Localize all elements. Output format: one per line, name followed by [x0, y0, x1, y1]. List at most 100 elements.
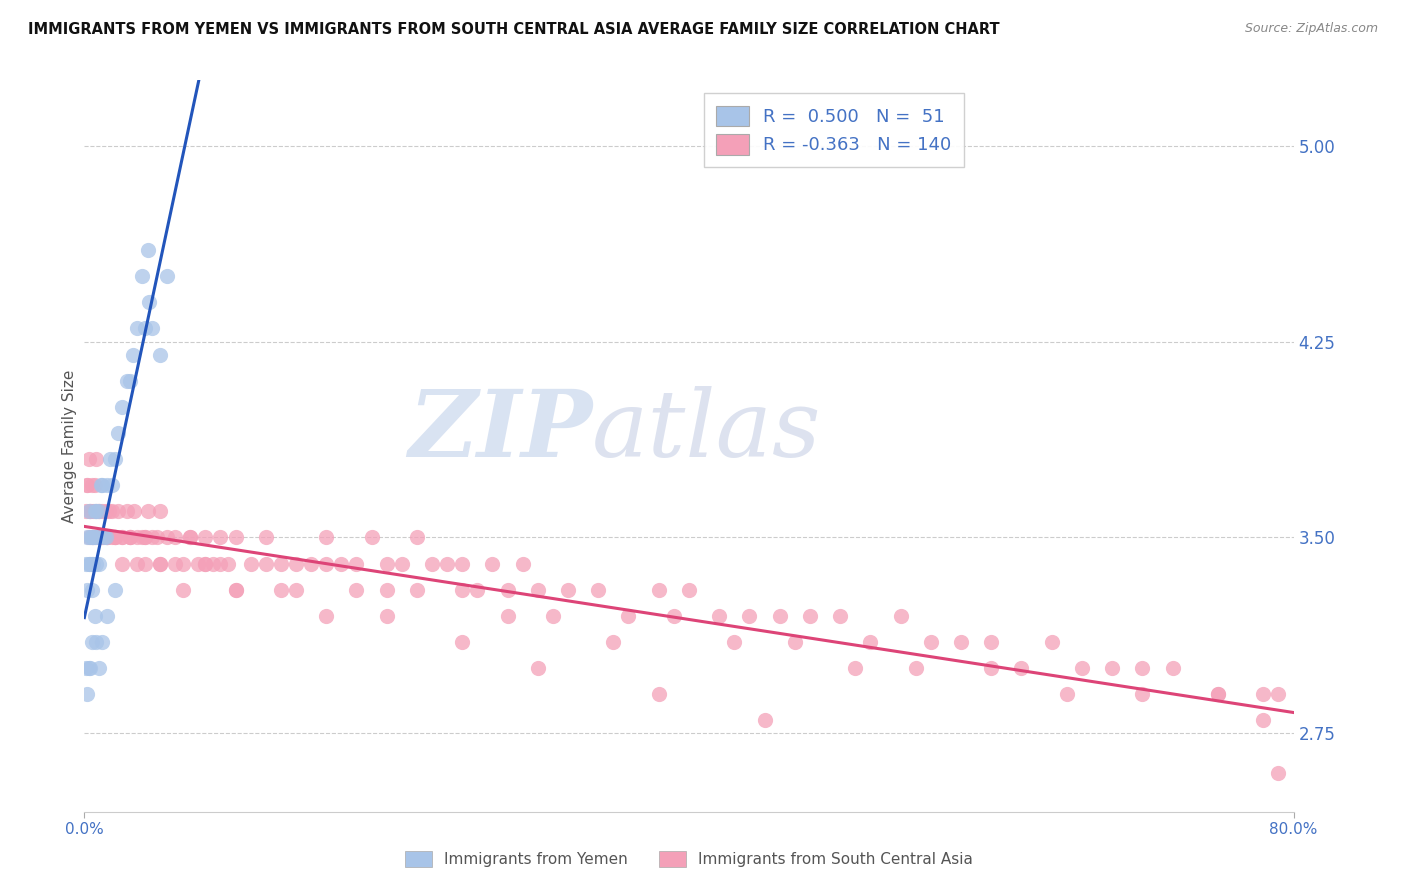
Point: [149, 557, 172, 571]
Point: [1267, 687, 1289, 701]
Point: [1206, 687, 1229, 701]
Point: [194, 557, 217, 571]
Point: [1101, 661, 1123, 675]
Point: [104, 452, 127, 467]
Point: [451, 557, 474, 571]
Text: IMMIGRANTS FROM YEMEN VS IMMIGRANTS FROM SOUTH CENTRAL ASIA AVERAGE FAMILY SIZE : IMMIGRANTS FROM YEMEN VS IMMIGRANTS FROM…: [28, 22, 1000, 37]
Point: [127, 530, 149, 544]
Point: [904, 661, 927, 675]
Point: [1130, 687, 1153, 701]
Point: [1253, 714, 1275, 728]
Point: [89, 504, 111, 518]
Point: [617, 608, 640, 623]
Point: [149, 348, 172, 362]
Point: [96, 530, 118, 544]
Point: [179, 530, 201, 544]
Point: [134, 530, 156, 544]
Point: [648, 687, 671, 701]
Point: [201, 557, 224, 571]
Point: [80, 582, 103, 597]
Legend: Immigrants from Yemen, Immigrants from South Central Asia: Immigrants from Yemen, Immigrants from S…: [398, 846, 980, 873]
Point: [131, 269, 153, 284]
Point: [104, 530, 127, 544]
Point: [420, 557, 443, 571]
Point: [375, 582, 398, 597]
Point: [136, 243, 159, 257]
Point: [194, 530, 217, 544]
Point: [136, 504, 159, 518]
Point: [270, 557, 292, 571]
Point: [436, 557, 458, 571]
Point: [360, 530, 382, 544]
Point: [783, 635, 806, 649]
Point: [77, 530, 100, 544]
Point: [104, 582, 127, 597]
Text: ZIP: ZIP: [408, 386, 592, 476]
Point: [541, 608, 564, 623]
Point: [80, 478, 103, 492]
Point: [79, 661, 101, 675]
Point: [738, 608, 761, 623]
Point: [254, 530, 277, 544]
Point: [91, 530, 114, 544]
Point: [104, 530, 127, 544]
Point: [111, 557, 134, 571]
Point: [107, 504, 129, 518]
Point: [1056, 687, 1078, 701]
Point: [662, 608, 685, 623]
Point: [111, 530, 134, 544]
Point: [82, 530, 104, 544]
Point: [451, 635, 474, 649]
Point: [209, 557, 232, 571]
Point: [80, 530, 103, 544]
Point: [141, 530, 163, 544]
Point: [80, 530, 103, 544]
Point: [91, 635, 114, 649]
Point: [149, 504, 172, 518]
Point: [87, 530, 110, 544]
Point: [890, 608, 912, 623]
Point: [111, 400, 134, 414]
Y-axis label: Average Family Size: Average Family Size: [62, 369, 77, 523]
Point: [527, 661, 550, 675]
Point: [723, 635, 745, 649]
Point: [76, 582, 98, 597]
Point: [104, 530, 127, 544]
Point: [96, 478, 118, 492]
Point: [98, 452, 121, 467]
Point: [100, 504, 122, 518]
Point: [225, 530, 247, 544]
Point: [89, 530, 111, 544]
Point: [118, 530, 141, 544]
Point: [467, 582, 489, 597]
Point: [134, 321, 156, 335]
Point: [79, 504, 101, 518]
Point: [209, 530, 232, 544]
Point: [165, 557, 187, 571]
Point: [709, 608, 731, 623]
Point: [754, 714, 776, 728]
Point: [75, 661, 97, 675]
Text: Source: ZipAtlas.com: Source: ZipAtlas.com: [1244, 22, 1378, 36]
Point: [91, 478, 114, 492]
Point: [254, 557, 277, 571]
Point: [122, 504, 145, 518]
Point: [1267, 765, 1289, 780]
Point: [118, 530, 141, 544]
Point: [406, 530, 429, 544]
Point: [146, 530, 169, 544]
Point: [134, 557, 156, 571]
Point: [77, 557, 100, 571]
Point: [299, 557, 322, 571]
Point: [648, 582, 671, 597]
Point: [315, 608, 337, 623]
Point: [138, 295, 160, 310]
Point: [89, 661, 111, 675]
Point: [100, 478, 122, 492]
Point: [149, 557, 172, 571]
Point: [225, 582, 247, 597]
Point: [496, 582, 519, 597]
Point: [107, 425, 129, 440]
Point: [82, 557, 104, 571]
Point: [1206, 687, 1229, 701]
